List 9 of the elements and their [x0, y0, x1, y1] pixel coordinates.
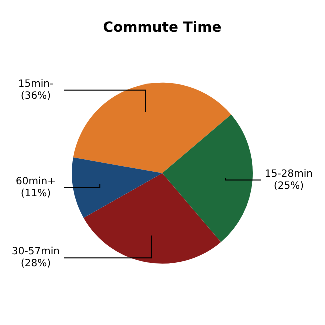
slice-label: 15min-	[18, 79, 54, 90]
chart-title: Commute Time	[103, 20, 222, 36]
data-label: (11%)	[20, 188, 52, 200]
data-label: (25%)	[274, 180, 304, 192]
slice-label: 15-28min	[265, 168, 313, 180]
slice-label: 60min+	[16, 176, 56, 188]
data-label: (28%)	[20, 258, 52, 270]
slice-label: 30-57min	[12, 246, 60, 258]
data-label: (36%)	[20, 91, 52, 102]
